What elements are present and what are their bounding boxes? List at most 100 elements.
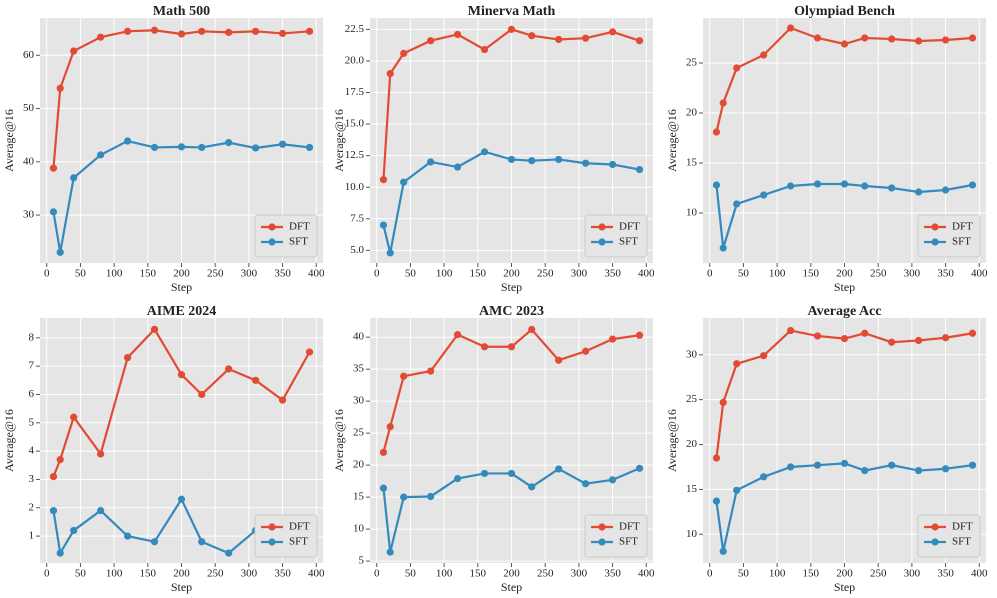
y-tick-label: 30 (686, 348, 698, 360)
data-point (608, 335, 617, 343)
data-point (400, 372, 408, 380)
x-tick-label: 150 (470, 568, 487, 580)
y-tick-label: 20 (353, 459, 365, 471)
y-tick-label: 5 (359, 555, 365, 567)
data-point (150, 325, 159, 333)
data-point (97, 33, 105, 41)
x-tick-label: 250 (207, 268, 224, 280)
x-tick-label: 300 (904, 268, 921, 280)
data-point (177, 495, 186, 503)
x-tick-label: 250 (207, 568, 224, 580)
y-tick-label: 17.5 (345, 86, 365, 98)
series-line (715, 329, 973, 459)
data-point (150, 538, 159, 546)
data-point (177, 143, 186, 151)
x-tick-label: 300 (241, 568, 258, 580)
subplot: 1 2 3 4 5 6 7 8 0 50 100 150 200 250 300 350 400 AIME 202… (2, 304, 325, 594)
data-point (56, 456, 64, 464)
y-tick-label: 30 (23, 209, 35, 221)
data-point (278, 29, 287, 38)
data-point (278, 396, 287, 404)
data-point (453, 163, 462, 171)
data-point (123, 137, 132, 145)
y-tick-label: 25 (353, 427, 365, 439)
data-point (177, 30, 186, 38)
y-tick-label: 25 (686, 393, 698, 405)
data-point (719, 547, 727, 555)
data-point (582, 347, 590, 355)
x-tick-label: 250 (870, 268, 887, 280)
legend-label: SFT (619, 236, 638, 248)
x-tick-label: 100 (769, 568, 786, 580)
data-point (198, 538, 206, 546)
legend-marker (268, 523, 276, 531)
legend-label: SFT (619, 536, 638, 548)
x-tick-label: 0 (374, 568, 380, 580)
data-point (719, 99, 727, 107)
data-point (861, 466, 869, 475)
subplot: 5.0 7.5 10.0 12.5 15.0 17.5 20.0 22.5 0 50 100 150 2… (332, 4, 655, 294)
series-line (382, 327, 640, 453)
y-tick-label: 22.5 (345, 23, 365, 35)
data-point (150, 143, 159, 152)
x-tick-label: 100 (106, 568, 123, 580)
series-line (52, 29, 310, 169)
y-tick-label: 8 (29, 331, 35, 343)
data-point (582, 34, 590, 42)
data-point (760, 352, 768, 360)
data-point (198, 143, 206, 152)
data-point (305, 348, 314, 356)
data-point (400, 49, 408, 57)
data-point (379, 221, 388, 229)
x-tick-label: 50 (75, 268, 87, 280)
data-point (840, 40, 849, 48)
legend-label: SFT (289, 536, 308, 548)
data-point (252, 376, 260, 384)
data-point (861, 329, 869, 337)
data-point (608, 160, 617, 169)
data-point (453, 30, 462, 39)
y-axis-label: Average@16 (665, 109, 679, 172)
y-tick-label: 3 (29, 473, 35, 485)
data-point (49, 164, 58, 172)
legend-label: SFT (952, 536, 971, 548)
data-point (555, 155, 563, 164)
data-point (813, 34, 822, 42)
data-point (861, 34, 869, 42)
x-axis-label: Step (834, 580, 855, 594)
data-point (225, 139, 233, 147)
x-tick-label: 0 (707, 268, 713, 280)
data-point (915, 336, 923, 345)
data-point (760, 191, 768, 199)
x-tick-label: 300 (904, 568, 921, 580)
data-point (252, 144, 260, 152)
data-point (941, 334, 950, 342)
data-point (760, 51, 768, 59)
x-tick-label: 400 (308, 568, 325, 580)
data-point (555, 465, 563, 473)
data-point (123, 354, 132, 362)
subplot-title: AIME 2024 (147, 304, 217, 319)
data-point (379, 176, 388, 184)
y-axis-label: Average@16 (665, 409, 679, 472)
y-tick-label: 5.0 (350, 244, 364, 256)
data-point (379, 484, 388, 492)
x-tick-label: 300 (571, 568, 588, 580)
data-point (56, 248, 64, 256)
data-point (582, 480, 590, 488)
x-axis-label: Step (834, 280, 855, 294)
data-point (941, 465, 950, 473)
data-point (177, 371, 186, 379)
x-tick-label: 350 (604, 568, 621, 580)
data-point (635, 464, 644, 472)
y-tick-label: 60 (23, 49, 35, 61)
x-tick-label: 150 (803, 568, 820, 580)
data-point (635, 37, 644, 45)
data-point (386, 69, 394, 78)
data-point (733, 200, 741, 208)
x-tick-label: 50 (405, 568, 417, 580)
x-tick-label: 250 (537, 268, 554, 280)
data-point (786, 326, 795, 335)
